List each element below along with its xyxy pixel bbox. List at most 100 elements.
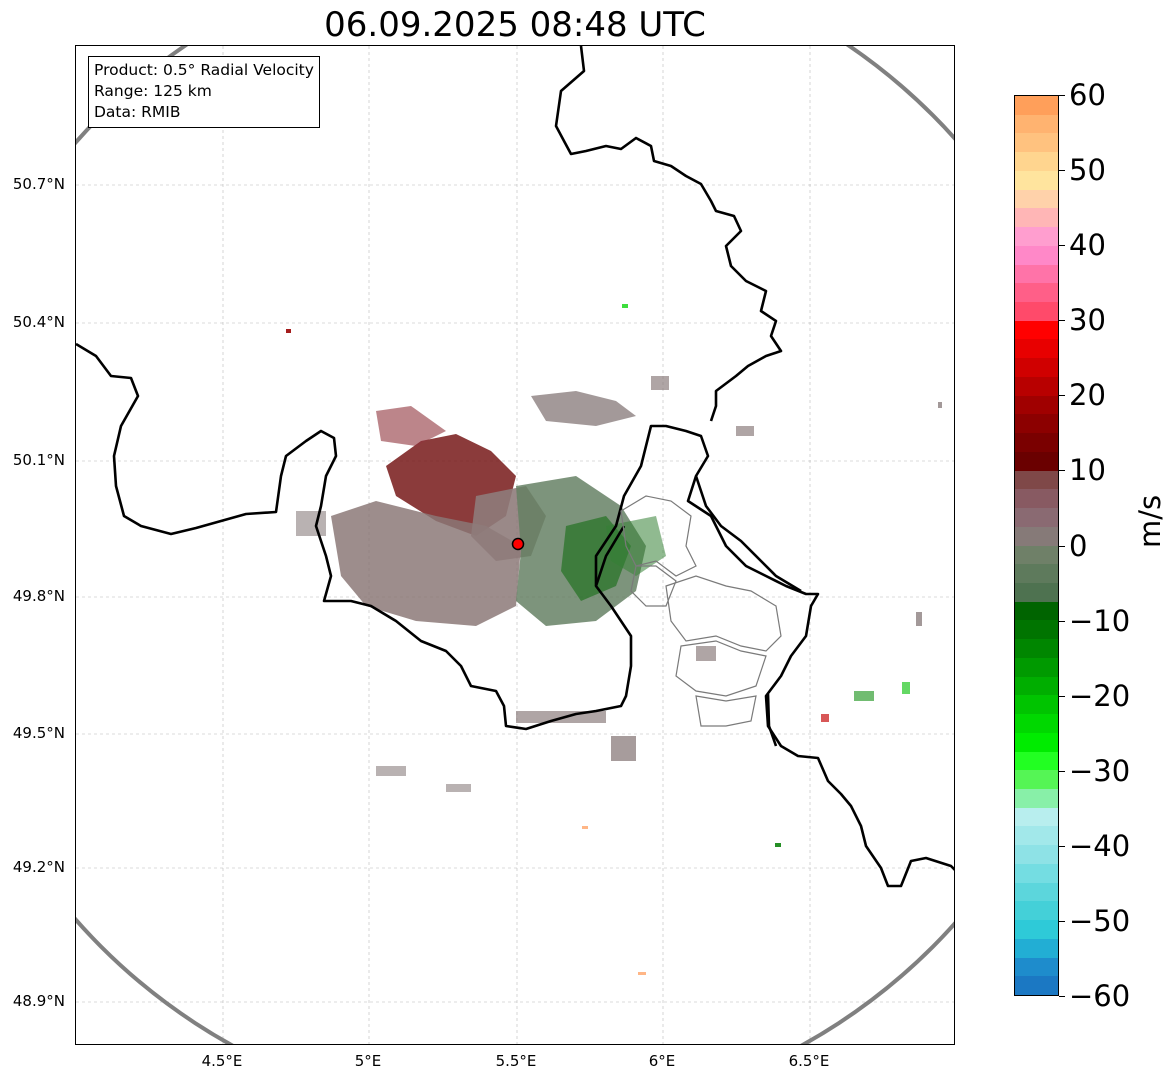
colorbar-segment	[1015, 901, 1058, 921]
colorbar-segment	[1015, 676, 1058, 696]
lat-label-50-1: 50.1°N	[12, 451, 65, 469]
lat-label-48-9: 48.9°N	[12, 992, 65, 1010]
colorbar-tick-label: −30	[1069, 754, 1131, 788]
colorbar-tick	[1059, 95, 1065, 96]
colorbar-segment	[1015, 957, 1058, 977]
colorbar-tick	[1059, 470, 1065, 471]
map-title: 06.09.2025 08:48 UTC	[324, 5, 706, 45]
colorbar-segment	[1015, 96, 1058, 116]
colorbar-segment	[1015, 620, 1058, 640]
colorbar-segment	[1015, 845, 1058, 865]
colorbar-segment	[1015, 227, 1058, 247]
colorbar-segment	[1015, 732, 1058, 753]
colorbar-segment	[1015, 714, 1058, 734]
colorbar-segment	[1015, 189, 1058, 209]
colorbar-segment	[1015, 826, 1058, 846]
colorbar-segment	[1015, 264, 1058, 284]
colorbar-segment	[1015, 751, 1058, 771]
echo-zero-north	[531, 391, 636, 426]
product-label: Product: 0.5° Radial Velocity	[94, 61, 314, 79]
colorbar-tick	[1059, 846, 1065, 847]
colorbar-segment	[1015, 564, 1058, 584]
radar-map[interactable]	[75, 45, 955, 1045]
border-be-fr-west	[76, 342, 954, 888]
border-lu-de	[694, 475, 802, 593]
echo-outbound-light	[376, 406, 446, 446]
colorbar-segment	[1015, 863, 1058, 884]
lon-label-6: 6°E	[648, 1052, 676, 1070]
colorbar-segment	[1015, 788, 1058, 809]
border-de-fr-east	[766, 693, 778, 747]
colorbar-segment	[1015, 976, 1058, 995]
colorbar-segment	[1015, 283, 1058, 303]
colorbar-segment	[1015, 451, 1058, 472]
colorbar-tick	[1059, 621, 1065, 622]
colorbar-tick	[1059, 546, 1065, 547]
colorbar-segment	[1015, 770, 1058, 790]
radar-map-canvas	[76, 46, 954, 1044]
colorbar-segment	[1015, 114, 1058, 135]
colorbar-segment	[1015, 376, 1058, 397]
admin-boundaries	[620, 495, 782, 727]
lat-label-50-7: 50.7°N	[12, 175, 65, 193]
border-lu-be	[594, 525, 626, 587]
colorbar-tick-label: −50	[1069, 904, 1131, 938]
colorbar-segment	[1015, 695, 1058, 715]
colorbar-tick	[1059, 996, 1065, 997]
colorbar-tick	[1059, 696, 1065, 697]
radar-site-marker	[511, 537, 525, 551]
colorbar-segment	[1015, 152, 1058, 172]
lat-label-49-2: 49.2°N	[12, 858, 65, 876]
colorbar-segment	[1015, 489, 1058, 509]
colorbar-segment	[1015, 245, 1058, 266]
colorbar-segment	[1015, 920, 1058, 940]
colorbar-segment	[1015, 302, 1058, 322]
colorbar-segment	[1015, 882, 1058, 902]
colorbar-tick-label: 10	[1069, 453, 1106, 487]
national-borders	[76, 46, 954, 888]
lat-label-49-8: 49.8°N	[12, 587, 65, 605]
colorbar-segment	[1015, 470, 1058, 490]
colorbar-tick-label: 0	[1069, 529, 1088, 563]
colorbar-segment	[1015, 395, 1058, 415]
colorbar-tick-label: −10	[1069, 604, 1131, 638]
velocity-colorbar	[1014, 95, 1059, 996]
colorbar-segment	[1015, 414, 1058, 434]
product-info-box: Product: 0.5° Radial Velocity Range: 125…	[88, 56, 320, 128]
colorbar-segment	[1015, 807, 1058, 828]
colorbar-tick	[1059, 771, 1065, 772]
lon-label-6-5: 6.5°E	[788, 1052, 830, 1070]
lon-label-5: 5°E	[354, 1052, 382, 1070]
lon-label-5-5: 5.5°E	[495, 1052, 537, 1070]
colorbar-tick-label: 50	[1069, 153, 1106, 187]
colorbar-tick	[1059, 921, 1065, 922]
colorbar-segment	[1015, 545, 1058, 565]
colorbar-segment	[1015, 639, 1058, 659]
colorbar-segment	[1015, 433, 1058, 453]
colorbar-segment	[1015, 339, 1058, 359]
colorbar-tick	[1059, 395, 1065, 396]
colorbar-tick-label: 20	[1069, 378, 1106, 412]
colorbar-unit-label: m/s	[1133, 494, 1167, 548]
range-label: Range: 125 km	[94, 82, 212, 100]
colorbar-segment	[1015, 508, 1058, 528]
colorbar-segment	[1015, 208, 1058, 228]
colorbar-tick	[1059, 170, 1065, 171]
colorbar-segment	[1015, 938, 1058, 959]
colorbar-tick-label: −60	[1069, 979, 1131, 1013]
colorbar-segment	[1015, 526, 1058, 547]
colorbar-tick-label: −40	[1069, 829, 1131, 863]
radar-echoes	[286, 304, 942, 975]
lon-label-4-5: 4.5°E	[201, 1052, 243, 1070]
colorbar-segment	[1015, 320, 1058, 341]
colorbar-segment	[1015, 657, 1058, 678]
colorbar-tick-label: 60	[1069, 78, 1106, 112]
colorbar-segment	[1015, 582, 1058, 603]
colorbar-segment	[1015, 601, 1058, 622]
lat-label-49-5: 49.5°N	[12, 724, 65, 742]
colorbar-segment	[1015, 133, 1058, 153]
colorbar-tick-label: 30	[1069, 303, 1106, 337]
colorbar-tick	[1059, 320, 1065, 321]
colorbar-tick-label: −20	[1069, 679, 1131, 713]
lat-label-50-4: 50.4°N	[12, 313, 65, 331]
